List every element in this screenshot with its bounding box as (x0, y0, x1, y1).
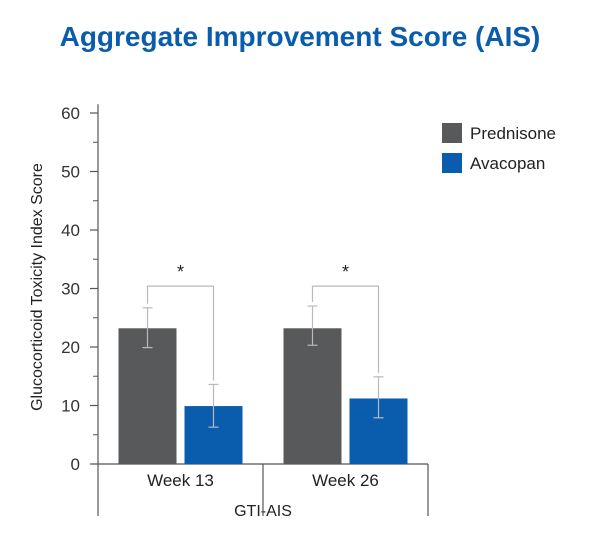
x-category-label: Week 26 (312, 471, 379, 490)
chart-title: Aggregate Improvement Score (AIS) (60, 21, 541, 52)
y-tick-label: 10 (61, 397, 80, 416)
significance-annotations: * * (146, 262, 380, 381)
y-tick-label: 30 (61, 280, 80, 299)
bar-prednisone-week-13 (118, 328, 177, 464)
bars (118, 328, 408, 464)
y-axis-title: Glucocorticoid Toxicity Index Score (29, 163, 46, 411)
significance-bracket (146, 285, 215, 381)
y-tick-label: 60 (61, 104, 80, 123)
legend-label-avacopan: Avacopan (470, 154, 545, 173)
y-tick-label: 20 (61, 338, 80, 357)
legend-label-prednisone: Prednisone (470, 124, 556, 143)
axes: 0 10 20 30 40 50 60 Week 13 Week 26 (61, 104, 429, 516)
significance-marker: * (342, 262, 349, 282)
y-tick-label: 40 (61, 221, 80, 240)
legend: Prednisone Avacopan (442, 123, 556, 173)
significance-marker: * (177, 262, 184, 282)
y-tick-label: 50 (61, 163, 80, 182)
error-bars (142, 305, 384, 428)
bar-prednisone-week-26 (283, 328, 342, 464)
x-category-label: Week 13 (147, 471, 214, 490)
legend-swatch-avacopan (442, 153, 462, 173)
legend-swatch-prednisone (442, 123, 462, 143)
y-tick-label: 0 (71, 455, 80, 474)
significance-bracket (311, 285, 380, 373)
